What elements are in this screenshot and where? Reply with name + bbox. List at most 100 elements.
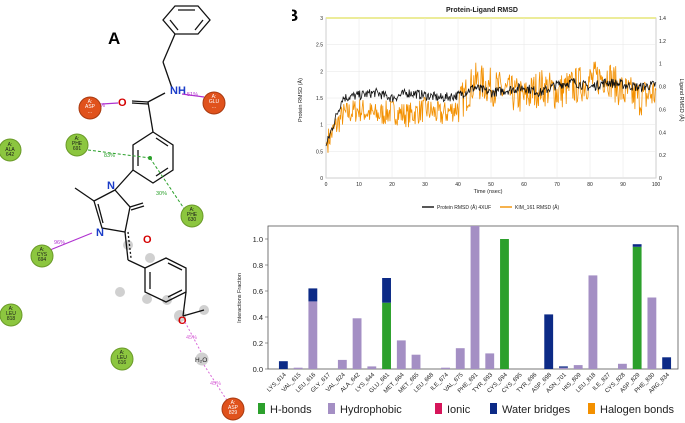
rmsd-xtick-2: 20 [389, 182, 395, 188]
rmsd-y2tick-1: 0.2 [659, 153, 666, 159]
residue-asp: A: ASP... [78, 96, 102, 120]
bar-ASN_701-water-bridges [559, 366, 568, 368]
rmsd-y2tick-6: 1.2 [659, 39, 666, 45]
rmsd-ytick-1: 0.5 [316, 149, 323, 155]
rmsd-y2tick-0: 0 [659, 176, 662, 182]
rmsd-xtick-10: 100 [652, 182, 661, 188]
rmsd-line-ligand [325, 61, 657, 153]
rmsd-left-ticks: 0 0.5 1 1.5 2 2.5 3 [316, 16, 323, 182]
bar-ILE_674-hydrophobic [441, 367, 450, 369]
frac-ytick-5: 1.0 [253, 235, 263, 244]
rmsd-y2tick-5: 1 [659, 62, 662, 68]
rmsd-xtick-3: 30 [422, 182, 428, 188]
bar-GLU_661-h-bonds [382, 302, 391, 369]
frac-ytick-1: 0.2 [253, 339, 263, 348]
fraction-bars [278, 226, 672, 369]
bar-TYR_693-hydrophobic [485, 353, 495, 369]
bar-VAL_615-hydrophobic [293, 367, 303, 369]
residue-ala642: A: ALA 642 [0, 138, 22, 162]
rmsd-y2tick-7: 1.4 [659, 16, 666, 22]
panel-label-a: A [108, 29, 120, 48]
svg-text:A:GLU...: A: GLU... [209, 94, 220, 110]
fraction-y-axis-title: Interactions Fraction [237, 273, 243, 323]
phe630-pistack-pct: 30% [156, 191, 167, 197]
solvent-exposure-marks [115, 240, 209, 322]
fraction-x-ticks: LYS_614VAL_615LEU_616GLY_617VAL_624ALA_6… [266, 372, 671, 395]
svg-text:A:ASP...: A: ASP... [85, 99, 96, 115]
legend-label-0: H-bonds [270, 404, 312, 416]
imidazolone-n1: N [107, 180, 115, 192]
rmsd-y2tick-3: 0.6 [659, 107, 666, 113]
frac-ytick-4: 0.8 [253, 261, 263, 270]
legend-label-2: Ionic [447, 404, 471, 416]
ligand-interaction-diagram: A [0, 5, 245, 421]
bar-VAL_624-hydrophobic [337, 359, 347, 369]
bar-ASP_829-water-bridges [632, 244, 642, 247]
rmsd-series [325, 61, 657, 153]
bar-ASN_701-hydrophobic [559, 367, 568, 369]
rmsd-x-ticks: 0 10 20 30 40 50 60 70 80 90 100 [325, 182, 661, 188]
bar-LYS_614-water-bridges [278, 361, 288, 369]
interaction-fraction-chart: C Interactions Fraction 0.00.20.40.60.81… [237, 225, 679, 416]
cys694-hbond-pct: 96% [54, 240, 65, 246]
ligand-structure [74, 5, 211, 317]
legend-label-1: Hydrophobic [340, 404, 402, 416]
legend-swatch-2 [435, 403, 442, 414]
bar-MET_664-hydrophobic [396, 340, 406, 369]
water-bridge-2-pct: 45% [210, 381, 221, 387]
rmsd-xtick-9: 90 [620, 182, 626, 188]
rmsd-xtick-5: 50 [488, 182, 494, 188]
rmsd-chart-title: Protein-Ligand RMSD [446, 7, 518, 14]
rmsd-legend: Protein RMSD (Å) 4XUF KIM_161 RMSD (Å) [422, 204, 560, 211]
residue-cys694: A: CYS 694 [30, 244, 54, 268]
rmsd-chart: B Protein-Ligand RMSD 0 0.5 1 1.5 2 2.5 3 0 0.2… [292, 6, 685, 211]
bar-MET_665-hydrophobic [411, 354, 421, 369]
water-molecule [195, 352, 209, 366]
fraction-y-ticks: 0.0 0.2 0.4 0.6 0.8 1.0 [253, 235, 268, 374]
phe691-pistack-pct: 83% [104, 153, 115, 159]
residue-phe630: A: PHE 630 [180, 204, 204, 228]
bar-CYS_694-h-bonds [500, 239, 509, 369]
panel-label-b: B [292, 6, 298, 25]
rmsd-xtick-0: 0 [325, 182, 328, 188]
legend-ligand: KIM_161 RMSD (Å) [515, 204, 560, 211]
bar-GLU_661-water-bridges [382, 278, 391, 303]
bar-LEU_818-hydrophobic [588, 275, 598, 369]
rmsd-left-axis-title: Protein RMSD (Å) [297, 78, 304, 122]
legend-label-4: Halogen bonds [600, 404, 675, 416]
legend-label-3: Water bridges [502, 404, 571, 416]
residue-glu: A: GLU... [202, 91, 226, 115]
rmsd-right-axis-title: Ligand RMSD (Å) [678, 78, 685, 121]
carbonyl-oxygen: O [118, 97, 127, 109]
bar-LEU_616-water-bridges [308, 288, 318, 302]
rmsd-y2tick-2: 0.4 [659, 130, 666, 136]
bar-ASP_829-h-bonds [632, 246, 642, 369]
legend-protein: Protein RMSD (Å) 4XUF [437, 204, 491, 211]
rmsd-ytick-5: 2.5 [316, 43, 323, 49]
rmsd-xtick-8: 80 [587, 182, 593, 188]
glu-hbond-pct: 51% [187, 92, 198, 98]
bar-LEU_616-hydrophobic [308, 301, 318, 369]
residue-leu818: A: LEU 818 [0, 303, 23, 327]
rmsd-gridlines [325, 17, 657, 179]
rmsd-y2tick-4: 0.8 [659, 85, 666, 91]
bar-PHE_691-hydrophobic [470, 226, 480, 369]
rmsd-ytick-6: 3 [320, 16, 323, 22]
frac-ytick-0: 0.0 [253, 365, 263, 374]
frac-ytick-2: 0.4 [253, 313, 263, 322]
bar-HIS_809-hydrophobic [573, 365, 583, 369]
fraction-legend: H-bonds Hydrophobic Ionic Water bridges Halo… [258, 403, 675, 416]
bar-LYS_644-hydrophobic [367, 366, 377, 369]
bar-VAL_675-hydrophobic [455, 348, 465, 369]
rmsd-ytick-0: 0 [320, 176, 323, 182]
bar-ASP_698-water-bridges [544, 314, 554, 369]
rmsd-xtick-1: 10 [356, 182, 362, 188]
amide-nh: NH [170, 85, 186, 97]
residue-phe691: A: PHE 691 [65, 133, 89, 157]
